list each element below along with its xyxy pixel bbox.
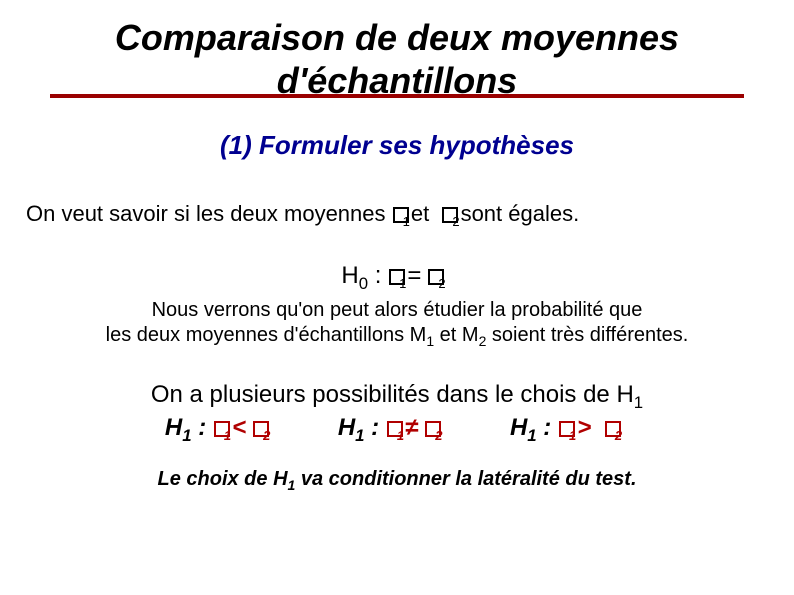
- h1-opt-lt: H1 : 1<2: [165, 414, 278, 446]
- h1-colon: :: [365, 414, 386, 441]
- h1-opt-ne: H1 : 1≠2: [338, 414, 450, 446]
- h0-H: H: [341, 262, 358, 289]
- h1-mu2-sub: 2: [615, 428, 622, 443]
- note-block: Nous verrons qu'on peut alors étudier la…: [20, 298, 774, 351]
- footer-a: Le choix de H: [157, 468, 287, 490]
- h1-opt-gt: H1 : 1> 2: [510, 414, 629, 446]
- slide: Comparaison de deux moyennes d'échantill…: [0, 0, 794, 595]
- mu1-sub: 1: [403, 214, 410, 229]
- h1-options: H1 : 1<2 H1 : 1≠2 H1 : 1> 2: [20, 414, 774, 446]
- h0-mu2-sub: 2: [438, 276, 445, 291]
- h1-mu2-sub: 2: [263, 428, 270, 443]
- h1-colon: :: [192, 414, 213, 441]
- h1-mu1-sub: 1: [397, 428, 404, 443]
- intro-line: On veut savoir si les deux moyennes 1et …: [20, 201, 774, 227]
- note-line2a: les deux moyennes d'échantillons M: [106, 324, 427, 346]
- h1-colon: :: [537, 414, 558, 441]
- slide-title: Comparaison de deux moyennes d'échantill…: [20, 16, 774, 102]
- h0-sub: 0: [359, 274, 368, 293]
- h1-mu1-sub: 1: [569, 428, 576, 443]
- h1-op-ne: ≠: [405, 414, 418, 441]
- note-line1: Nous verrons qu'on peut alors étudier la…: [152, 299, 643, 321]
- h1-sub: 1: [182, 426, 191, 445]
- footer-b: va conditionner la latéralité du test.: [295, 468, 636, 490]
- h1-H: H: [510, 414, 527, 441]
- note-line2b: et M: [434, 324, 478, 346]
- h1-intro-sub: 1: [634, 392, 643, 411]
- h1-intro-a: On a plusieurs possibilités dans le choi…: [151, 381, 634, 408]
- title-block: Comparaison de deux moyennes d'échantill…: [20, 16, 774, 102]
- h1-H: H: [165, 414, 182, 441]
- h1-sub: 1: [527, 426, 536, 445]
- note-sub1: 1: [426, 333, 434, 349]
- h0-mu1-sub: 1: [399, 276, 406, 291]
- intro-suffix: sont égales.: [461, 201, 580, 226]
- note-line2c: soient très différentes.: [486, 324, 688, 346]
- h1-op-gt: >: [577, 414, 591, 441]
- h0-line: H0 : 1= 2: [20, 262, 774, 294]
- h1-op-lt: <: [232, 414, 246, 441]
- h1-sub: 1: [355, 426, 364, 445]
- slide-subtitle: (1) Formuler ses hypothèses: [20, 130, 774, 161]
- h1-H: H: [338, 414, 355, 441]
- footer-line: Le choix de H1 va conditionner la latéra…: [20, 468, 774, 493]
- h1-mu1-sub: 1: [224, 428, 231, 443]
- intro-prefix: On veut savoir si les deux moyennes: [26, 201, 392, 226]
- h1-intro: On a plusieurs possibilités dans le choi…: [20, 381, 774, 413]
- mu2-sub: 2: [452, 214, 459, 229]
- h0-colon: :: [368, 262, 388, 289]
- h1-mu2-sub: 2: [435, 428, 442, 443]
- h0-op: =: [407, 262, 421, 289]
- intro-mid: et: [411, 201, 435, 226]
